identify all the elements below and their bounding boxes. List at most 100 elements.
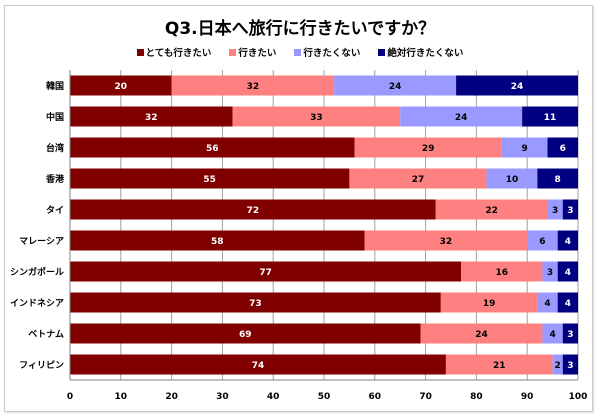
data-label: 4: [544, 299, 550, 309]
bar-segment: [420, 323, 543, 344]
chart-frame: [4, 5, 593, 412]
legend-swatch: [136, 48, 144, 56]
data-label: 21: [493, 361, 506, 371]
data-label: 32: [145, 113, 158, 123]
data-label: 24: [389, 82, 402, 92]
data-label: 3: [567, 330, 573, 340]
category-label: 台湾: [46, 142, 64, 154]
x-tick-label: 60: [369, 392, 382, 402]
category-label: 中国: [46, 111, 64, 123]
x-tick-label: 80: [470, 392, 483, 402]
category-label: インドネシア: [10, 298, 64, 309]
data-label: 29: [422, 144, 435, 154]
data-label: 20: [115, 82, 128, 92]
bar-segment: [542, 323, 563, 344]
data-label: 56: [206, 144, 219, 154]
data-label: 3: [567, 361, 573, 371]
category-label: フィリピン: [19, 359, 64, 371]
bar-segment: [527, 230, 558, 251]
data-label: 22: [485, 206, 498, 216]
bar-segment: [501, 137, 548, 158]
bar-segment: [334, 75, 457, 96]
x-tick-label: 50: [318, 392, 331, 402]
legend-swatch: [229, 48, 237, 56]
bar-segment: [547, 199, 563, 220]
legend-swatch: [294, 48, 302, 56]
bar-segment: [522, 106, 578, 127]
bar-segment: [557, 261, 578, 282]
bar-segment: [70, 261, 462, 282]
data-label: 32: [440, 237, 453, 247]
data-label: 73: [249, 299, 262, 309]
data-label: 24: [475, 330, 488, 340]
data-label: 55: [203, 175, 216, 185]
x-tick-label: 30: [216, 392, 229, 402]
bar-segment: [70, 354, 446, 375]
x-tick-label: 90: [521, 392, 534, 402]
legend-swatch: [378, 48, 386, 56]
data-label: 3: [547, 268, 553, 278]
data-label: 2: [555, 361, 561, 371]
bar-segment: [456, 75, 578, 96]
data-label: 10: [506, 175, 519, 185]
data-label: 24: [511, 82, 524, 92]
data-label: 3: [567, 206, 573, 216]
bar-segment: [70, 106, 233, 127]
x-tick-label: 20: [165, 392, 178, 402]
bar-segment: [70, 292, 441, 313]
data-label: 74: [252, 361, 265, 371]
legend-item: とても行きたい: [136, 45, 211, 59]
legend-item: 行きたい: [229, 45, 276, 59]
bar-segment: [171, 75, 335, 96]
x-tick-label: 40: [267, 392, 280, 402]
legend-label: 行きたくない: [303, 48, 361, 59]
bar-segment: [70, 230, 365, 251]
data-label: 77: [259, 268, 272, 278]
data-label: 33: [310, 113, 323, 123]
legend-label: 絶対行きたくない: [387, 48, 464, 59]
x-tick-label: 10: [115, 392, 128, 402]
x-tick-label: 100: [569, 392, 588, 402]
bar-segment: [562, 323, 578, 344]
bar-segment: [70, 75, 172, 96]
data-label: 27: [412, 175, 425, 185]
bar-segment: [364, 230, 528, 251]
x-tick-label: 0: [67, 392, 73, 402]
bar-segment: [537, 168, 578, 189]
bar-segment: [70, 323, 421, 344]
category-label: シンガポール: [10, 266, 64, 278]
legend-item: 絶対行きたくない: [378, 45, 463, 59]
legend: とても行きたい 行きたい 行きたくない 絶対行きたくない: [0, 45, 600, 59]
bar-segment: [461, 261, 543, 282]
data-label: 3: [552, 206, 558, 216]
bar-segment: [440, 292, 538, 313]
bar-segment: [542, 261, 558, 282]
legend-label: 行きたい: [238, 48, 277, 59]
bar-segment: [557, 230, 578, 251]
data-label: 4: [565, 268, 571, 278]
data-label: 9: [522, 144, 528, 154]
bar-segment: [70, 168, 350, 189]
data-label: 6: [560, 144, 566, 154]
bar-segment: [486, 168, 538, 189]
bar-segment: [70, 137, 355, 158]
bar-segment: [562, 199, 578, 220]
data-label: 24: [455, 113, 468, 123]
category-label: 香港: [45, 173, 65, 185]
data-label: 69: [239, 330, 252, 340]
bar-segment: [400, 106, 523, 127]
bar-segment: [354, 137, 502, 158]
data-label: 58: [211, 237, 224, 247]
category-label: タイ: [46, 204, 64, 216]
bar-segment: [537, 292, 558, 313]
x-tick-label: 70: [419, 392, 432, 402]
data-label: 11: [544, 113, 557, 123]
data-label: 4: [549, 330, 555, 340]
bar-segment: [552, 354, 563, 375]
data-label: 19: [483, 299, 496, 309]
bar-segment: [445, 354, 553, 375]
data-label: 72: [247, 206, 260, 216]
data-label: 4: [565, 299, 571, 309]
bar-segment: [70, 199, 436, 220]
